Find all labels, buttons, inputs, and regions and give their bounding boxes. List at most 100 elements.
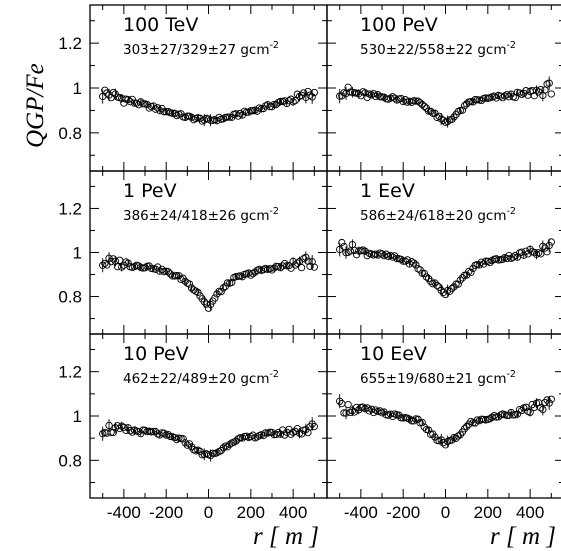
- data-point: [223, 113, 232, 121]
- depth-unit-exponent: -2: [270, 206, 279, 217]
- data-point: [300, 255, 308, 263]
- data-point: [154, 263, 162, 271]
- data-point: [105, 421, 113, 430]
- data-point: [135, 262, 143, 270]
- y-tick-label: 0.8: [58, 451, 82, 470]
- data-point: [541, 244, 549, 252]
- data-point: [344, 400, 352, 409]
- data-point: [310, 422, 318, 431]
- data-point: [297, 264, 306, 272]
- data-point: [511, 93, 519, 102]
- x-axis-title-left: r [ m ]: [253, 523, 319, 550]
- data-point: [545, 79, 553, 87]
- data-point: [399, 257, 407, 265]
- panel-grid: 0.8 1 1.2 100 TeV 303±27/329±27 gcm-2 100 PeV…: [58, 4, 561, 522]
- data-point: [376, 93, 384, 101]
- data-point: [429, 109, 437, 117]
- data-point: [107, 428, 115, 436]
- panel-energy-label: 100 TeV: [123, 14, 198, 36]
- data-point: [310, 263, 318, 271]
- data-point: [511, 251, 519, 260]
- data-point: [537, 250, 545, 258]
- data-point: [219, 284, 227, 292]
- data-point: [422, 273, 431, 281]
- data-point: [139, 100, 147, 108]
- data-point: [412, 261, 420, 269]
- data-point: [427, 107, 435, 116]
- data-point: [308, 93, 316, 101]
- y-tick-label: 0.8: [58, 288, 82, 307]
- panel-1-pev: 0.8 1 1.2 1 PeV 386±24/418±26 gcm-2: [58, 170, 328, 335]
- data-point: [532, 86, 541, 95]
- data-point: [513, 410, 522, 418]
- depth-unit-exponent: -2: [270, 40, 279, 51]
- y-tick-label: 1: [73, 244, 82, 263]
- y-tick-label: 1: [73, 79, 82, 98]
- data-point: [427, 277, 435, 286]
- data-point: [160, 429, 168, 437]
- data-point: [403, 256, 412, 264]
- data-point: [361, 247, 369, 255]
- panel-10-pev: -400 -200 0 200 400 0.8 1 1.2 10 PeV 462±22/489±2…: [58, 333, 328, 522]
- data-point: [439, 439, 448, 447]
- data-point: [226, 440, 234, 449]
- data-point: [477, 96, 486, 105]
- data-point: [503, 91, 511, 99]
- x-tick-label: 200: [474, 503, 502, 522]
- data-point: [217, 287, 225, 296]
- data-point: [352, 251, 361, 259]
- data-point: [175, 272, 183, 280]
- data-point: [350, 408, 359, 416]
- data-point: [149, 427, 158, 436]
- data-point: [310, 88, 318, 97]
- panel-100-pev: 100 PeV 530±22/558±22 gcm-2: [326, 4, 561, 172]
- data-point: [101, 259, 109, 268]
- x-tick-label: -400: [344, 503, 378, 522]
- data-point: [274, 428, 282, 437]
- data-point: [537, 404, 545, 412]
- panel-energy-label: 10 PeV: [123, 343, 189, 365]
- data-point: [128, 95, 136, 104]
- data-point: [338, 238, 346, 247]
- x-axis-title-right: r [ m ]: [490, 523, 556, 550]
- data-point: [266, 102, 274, 111]
- data-point: [361, 89, 369, 97]
- data-point: [424, 426, 433, 434]
- data-point: [297, 91, 306, 100]
- data-point: [336, 397, 344, 405]
- data-point: [306, 262, 314, 270]
- data-point: [526, 408, 534, 417]
- data-point: [418, 418, 426, 427]
- data-point: [443, 117, 452, 126]
- y-tick-label: 1.2: [58, 34, 82, 53]
- data-point: [342, 409, 350, 417]
- data-point: [520, 251, 528, 259]
- x-tick-label: 400: [279, 503, 307, 522]
- data-point: [463, 100, 471, 108]
- data-point: [359, 403, 367, 411]
- data-point: [234, 112, 242, 120]
- x-tick-label: 0: [204, 503, 213, 522]
- data-point: [541, 398, 549, 407]
- data-point: [539, 405, 547, 414]
- data-point: [268, 266, 276, 274]
- data-point: [115, 424, 124, 433]
- data-point: [346, 247, 354, 255]
- data-point: [124, 95, 132, 104]
- data-point: [545, 399, 553, 407]
- data-point: [467, 268, 475, 277]
- data-point: [219, 444, 227, 452]
- y-tick-label: 1: [73, 407, 82, 426]
- data-point: [456, 276, 464, 284]
- data-point: [266, 265, 274, 273]
- x-tick-label: 400: [516, 503, 544, 522]
- data-point: [420, 102, 428, 111]
- data-point: [223, 443, 232, 451]
- data-point: [346, 408, 354, 417]
- panel-energy-label: 10 EeV: [360, 343, 427, 365]
- data-point: [469, 98, 477, 106]
- data-point: [118, 263, 126, 271]
- data-point: [545, 241, 553, 250]
- data-point: [515, 89, 524, 97]
- x-tick-label: -400: [107, 503, 141, 522]
